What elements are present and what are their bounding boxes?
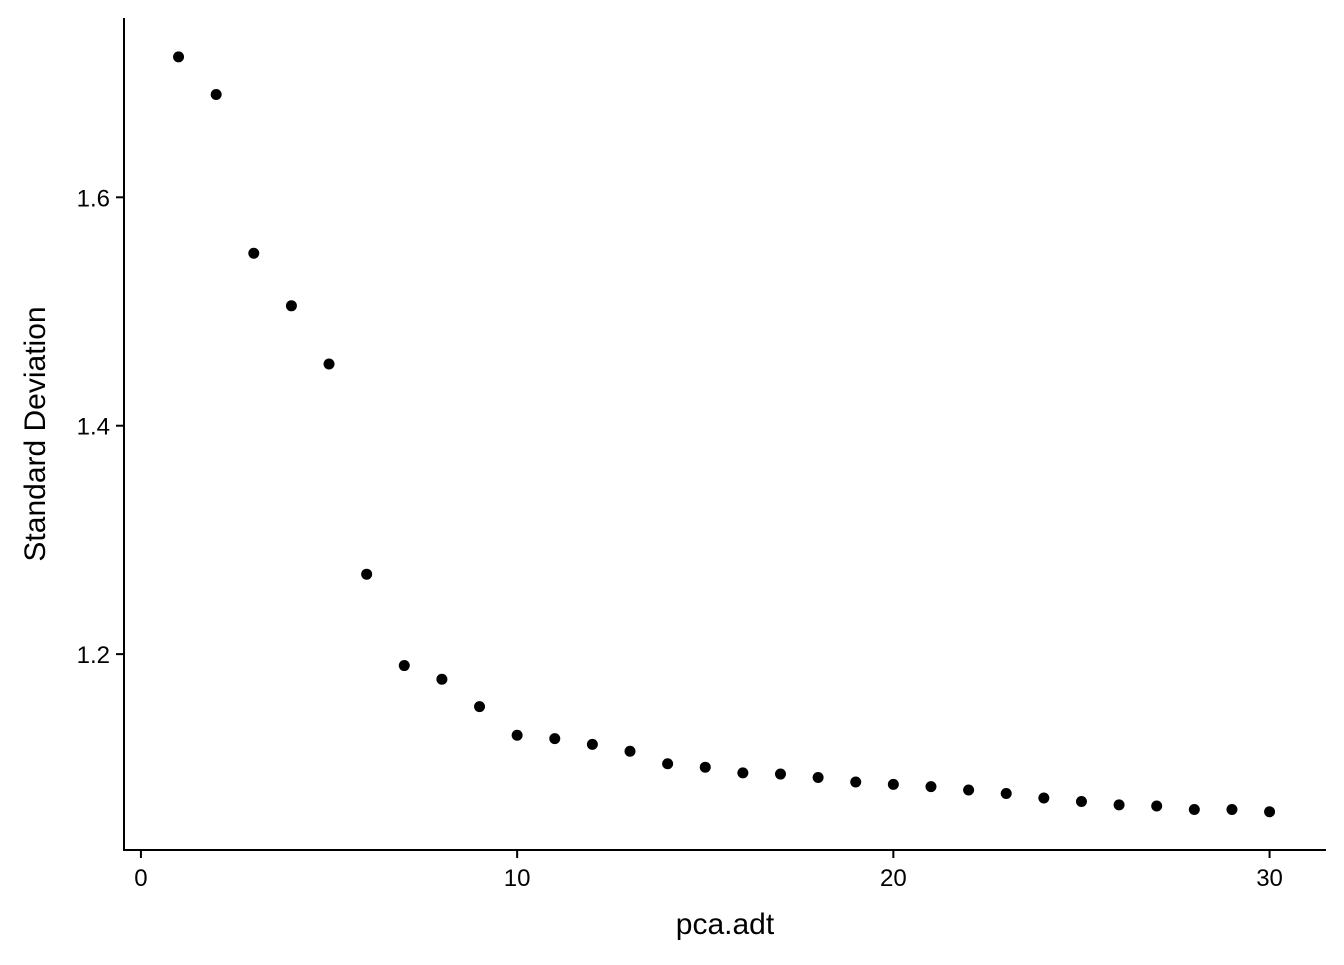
- data-point: [361, 568, 373, 580]
- x-tick-label: 0: [134, 865, 147, 892]
- data-point: [1000, 787, 1012, 799]
- data-point: [398, 660, 410, 672]
- x-axis-label: pca.adt: [676, 908, 775, 941]
- y-axis-label: Standard Deviation: [19, 306, 52, 561]
- data-point: [511, 729, 523, 741]
- data-point: [774, 768, 786, 780]
- data-point: [1038, 792, 1050, 804]
- data-point: [1151, 800, 1163, 812]
- data-point: [737, 767, 749, 779]
- y-tick-label: 1.6: [77, 185, 110, 212]
- data-point: [624, 745, 636, 757]
- data-point: [173, 51, 185, 63]
- data-point: [210, 89, 222, 101]
- data-point: [850, 776, 862, 788]
- data-point: [963, 784, 975, 796]
- data-point: [474, 701, 486, 713]
- data-point: [285, 300, 297, 312]
- data-point: [887, 778, 899, 790]
- data-point: [1226, 803, 1238, 815]
- x-tick-label: 10: [504, 865, 531, 892]
- data-point: [925, 781, 937, 793]
- data-point: [248, 247, 260, 259]
- data-point: [323, 358, 335, 370]
- data-point: [812, 771, 824, 783]
- data-point: [436, 673, 448, 685]
- data-point: [549, 733, 561, 745]
- x-tick-label: 30: [1256, 865, 1283, 892]
- data-point: [1188, 803, 1200, 815]
- x-tick-label: 20: [880, 865, 907, 892]
- data-point: [662, 758, 674, 770]
- data-point: [586, 738, 598, 750]
- points-layer: [173, 51, 1276, 818]
- y-ticks: 1.2 1.4 1.6: [77, 185, 124, 669]
- y-tick-label: 1.2: [77, 642, 110, 669]
- data-point: [1264, 806, 1276, 818]
- x-ticks: 0 10 20 30: [134, 850, 1283, 892]
- data-point: [699, 761, 711, 773]
- data-point: [1113, 799, 1125, 811]
- y-tick-label: 1.4: [77, 414, 110, 441]
- data-point: [1075, 795, 1087, 807]
